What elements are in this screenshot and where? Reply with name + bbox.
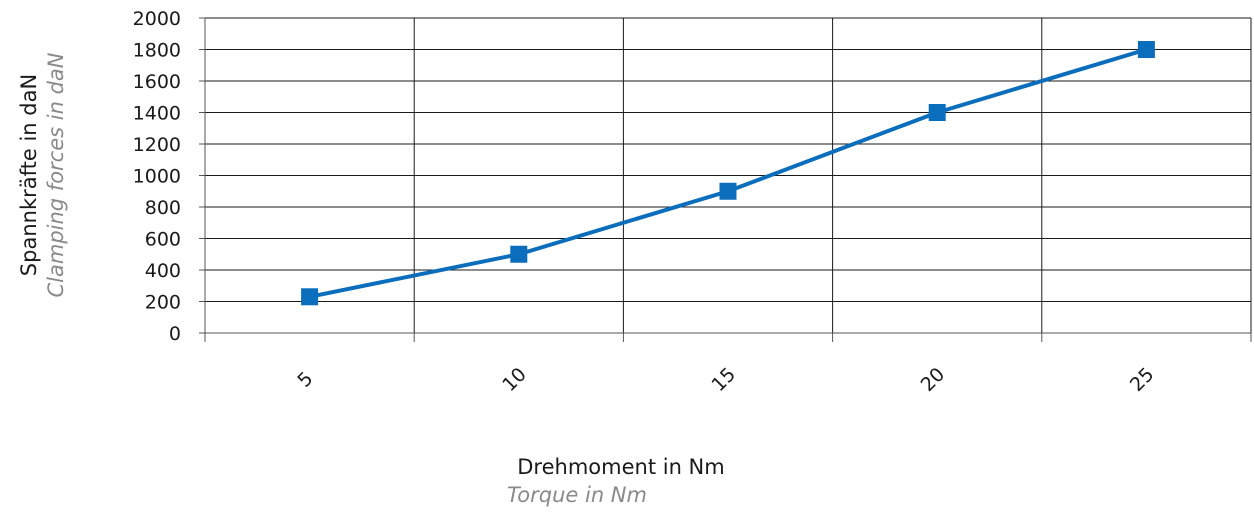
x-axis-label-secondary: Torque in Nm <box>507 483 647 507</box>
data-point-marker <box>301 288 319 306</box>
data-point-marker <box>719 182 737 200</box>
x-tick-label: 15 <box>707 363 740 396</box>
x-tick-label: 10 <box>498 363 531 396</box>
y-tick-label: 800 <box>145 197 181 219</box>
y-tick-label: 0 <box>169 323 181 345</box>
y-axis-label-secondary: Clamping forces in daN <box>44 52 68 297</box>
y-tick-label: 1400 <box>133 103 181 125</box>
y-tick-label: 600 <box>145 229 181 251</box>
y-tick-label: 200 <box>145 292 181 314</box>
y-tick-label: 400 <box>145 260 181 282</box>
y-tick-label: 1800 <box>133 40 181 62</box>
data-point-marker <box>510 245 528 263</box>
y-tick-label: 1000 <box>133 166 181 188</box>
y-axis-label: Spannkräfte in daN <box>17 74 41 276</box>
grid-lines <box>205 17 1252 333</box>
series <box>301 41 1155 306</box>
x-tick-label: 20 <box>917 363 950 396</box>
y-tick-label: 1200 <box>133 134 181 156</box>
data-point-marker <box>1137 41 1155 58</box>
series-line <box>309 47 1147 299</box>
y-tick-labels: 0 200 400 600 800 1000 1200 1400 1600 1800 2000 <box>133 8 181 345</box>
y-tick-label: 1600 <box>133 71 181 93</box>
axes <box>199 17 1252 342</box>
data-point-marker <box>928 104 946 121</box>
x-axis-label: Drehmoment in Nm <box>517 455 724 479</box>
x-tick-labels: 5 10 15 20 25 <box>293 363 1158 396</box>
x-tick-label: 5 <box>293 368 317 392</box>
x-tick-label: 25 <box>1126 363 1159 396</box>
y-tick-label: 2000 <box>133 8 181 30</box>
